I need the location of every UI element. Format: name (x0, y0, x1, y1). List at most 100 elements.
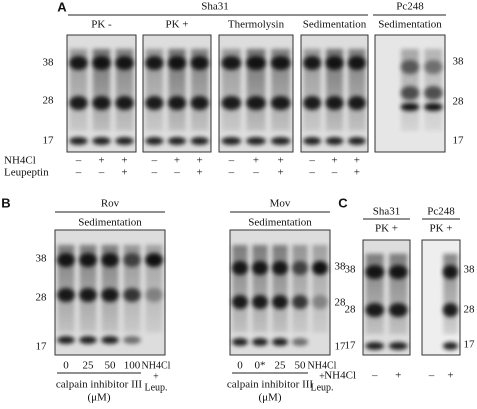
sign: – (98, 167, 105, 179)
blot (229, 229, 331, 356)
sign: – (308, 155, 315, 167)
mw-marker: 38 (335, 261, 347, 273)
smear (221, 49, 241, 131)
mw-marker: 28 (345, 304, 357, 316)
band (272, 295, 288, 309)
band (79, 288, 97, 302)
mw-marker: 38 (453, 56, 465, 68)
band (365, 342, 385, 350)
smear (303, 49, 321, 131)
band (252, 338, 268, 346)
band (365, 303, 385, 317)
smear (115, 49, 134, 131)
sign: + (278, 167, 284, 179)
band (221, 56, 242, 70)
inhibitor-unit: (μM) (87, 392, 110, 404)
sign: – (428, 370, 435, 382)
blot (300, 34, 369, 153)
band (347, 56, 366, 70)
mw-marker: 17 (453, 135, 465, 147)
sign: + (174, 155, 180, 167)
sign: + (278, 155, 284, 167)
band (424, 103, 443, 111)
row-label: NH4Cl (324, 370, 356, 382)
control-label: NH4Cl (142, 360, 171, 371)
band (303, 56, 322, 70)
band (101, 336, 119, 344)
sign: – (75, 167, 82, 179)
control-label: NH4Cl (308, 360, 337, 371)
band (312, 295, 328, 309)
band (424, 60, 443, 74)
sign: – (252, 167, 259, 179)
band (92, 96, 111, 110)
band (388, 342, 408, 350)
band (347, 96, 366, 110)
sign: – (228, 155, 235, 167)
band (442, 265, 459, 279)
lane-label: 50 (295, 360, 307, 372)
control-label: Leup. (144, 382, 167, 393)
band (145, 288, 163, 302)
band (246, 137, 266, 145)
band (221, 137, 242, 145)
sign: + (354, 155, 360, 167)
band (92, 137, 111, 145)
sign: + (253, 155, 259, 167)
band (388, 265, 408, 279)
band (167, 96, 187, 110)
band (101, 288, 119, 302)
blot (54, 229, 166, 356)
smear (272, 245, 288, 333)
mw-marker: 17 (43, 135, 55, 147)
band (270, 96, 291, 110)
band (292, 261, 308, 275)
band (232, 338, 248, 346)
blot-label: Sedimentation (78, 217, 142, 229)
sign: – (308, 167, 315, 179)
sign: – (151, 155, 158, 167)
band (388, 303, 408, 317)
band (123, 253, 141, 267)
mw-marker: 38 (464, 264, 476, 276)
band (167, 137, 187, 145)
blot-label: PK + (429, 223, 452, 235)
smear (168, 49, 186, 131)
sign: – (228, 167, 235, 179)
blot (421, 239, 461, 356)
mw-marker: 38 (36, 253, 48, 265)
blot-label: PK - (91, 19, 112, 31)
band (232, 295, 248, 309)
smear (232, 245, 248, 333)
band (325, 56, 344, 70)
panel-letter: B (1, 195, 10, 210)
lane-label: 25 (83, 360, 95, 372)
mw-marker: 28 (464, 304, 476, 316)
band (442, 342, 459, 350)
blot-label: Sedimentation (303, 19, 367, 31)
control-label: + (319, 371, 325, 382)
mw-marker: 28 (43, 95, 55, 107)
band (190, 56, 209, 70)
blot-title: Rov (101, 198, 120, 210)
sign: – (371, 370, 378, 382)
band (145, 96, 164, 110)
smear (312, 245, 328, 333)
band (347, 137, 366, 145)
band (424, 86, 443, 100)
lane-label: 100 (124, 360, 141, 372)
band (190, 137, 209, 145)
lane-label: 50 (105, 360, 117, 372)
mw-marker: 17 (345, 340, 357, 352)
row-label: NH4Cl (4, 155, 36, 167)
blot-title: Pc248 (427, 206, 455, 218)
band (232, 261, 248, 275)
smear (292, 245, 308, 333)
band (101, 253, 119, 267)
band (325, 137, 344, 145)
group-title: Sha31 (201, 1, 229, 13)
band (190, 96, 209, 110)
mw-marker: 38 (43, 57, 55, 69)
band (292, 295, 308, 309)
